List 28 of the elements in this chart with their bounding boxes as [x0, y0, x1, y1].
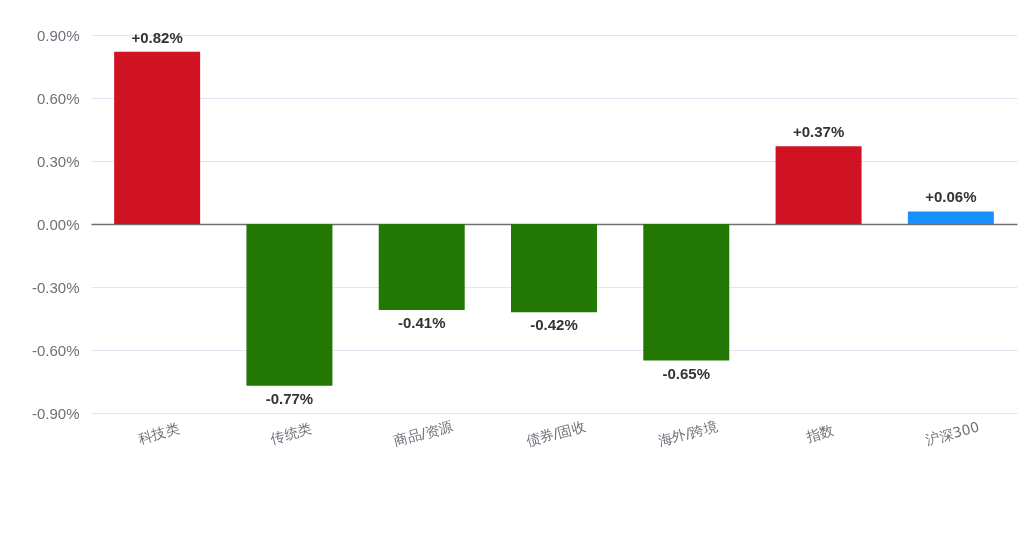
- y-tick-label: 0.60%: [36, 89, 80, 107]
- x-tick-label: 海外/跨境: [656, 417, 720, 449]
- y-tick-label: -0.30%: [31, 278, 80, 296]
- bar: [114, 51, 201, 224]
- y-tick-label: 0.00%: [36, 215, 80, 233]
- bar: [907, 211, 994, 224]
- y-tick-label: -0.60%: [31, 341, 80, 359]
- data-label: -0.65%: [662, 364, 711, 382]
- data-label: +0.82%: [131, 28, 183, 46]
- x-tick-label: 指数: [803, 421, 836, 445]
- x-tick-label: 沪深300: [923, 418, 981, 449]
- y-tick-label: 0.30%: [36, 152, 80, 170]
- bar: [378, 224, 465, 311]
- bar: [643, 224, 730, 361]
- bar: [246, 224, 333, 386]
- bar: [775, 146, 862, 224]
- x-tick-label: 科技类: [136, 420, 182, 447]
- data-label: -0.42%: [530, 316, 578, 334]
- data-label: -0.41%: [397, 314, 446, 332]
- x-tick-label: 商品/资源: [391, 417, 455, 449]
- x-tick-label: 债券/固收: [524, 417, 587, 449]
- y-tick-label: 0.90%: [36, 26, 80, 44]
- data-label: +0.06%: [925, 188, 977, 206]
- data-label: +0.37%: [792, 123, 845, 141]
- bar: [511, 224, 597, 313]
- data-label: -0.77%: [265, 389, 314, 407]
- y-tick-label: -0.90%: [31, 404, 80, 422]
- x-tick-label: 传统类: [268, 420, 314, 447]
